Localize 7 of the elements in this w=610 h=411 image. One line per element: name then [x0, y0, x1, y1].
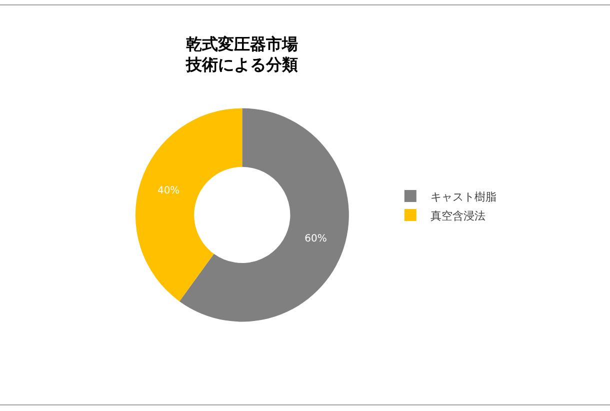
legend-label: キャスト樹脂 — [430, 190, 496, 204]
data-label: 60% — [304, 233, 327, 244]
donut-slice — [179, 108, 349, 322]
donut-slice — [136, 108, 242, 302]
chart-title: 乾式変圧器市場技術による分類 — [185, 34, 298, 74]
legend-label: 真空含浸法 — [430, 209, 486, 222]
data-label: 40% — [157, 186, 180, 197]
